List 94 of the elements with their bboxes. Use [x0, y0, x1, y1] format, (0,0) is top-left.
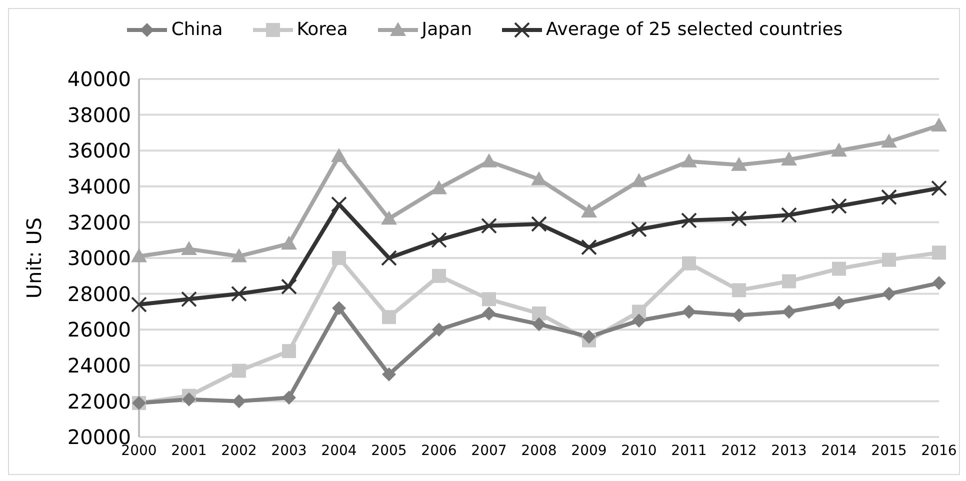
- point: [532, 306, 546, 320]
- point: [382, 310, 396, 324]
- point: [881, 189, 897, 206]
- point: [182, 392, 196, 406]
- point: [331, 196, 347, 212]
- point: [181, 241, 197, 256]
- x-tick-label: 2013: [771, 442, 807, 459]
- point: [582, 330, 596, 344]
- point: [431, 232, 447, 248]
- point: [381, 210, 397, 225]
- x-tick-label: 2009: [571, 442, 607, 459]
- x-tick-label: 2012: [721, 442, 757, 459]
- point: [381, 250, 397, 266]
- point: [281, 278, 297, 295]
- point: [131, 296, 147, 313]
- x-tick-label: 2015: [871, 442, 907, 459]
- point: [931, 118, 947, 132]
- y-axis-title: Unit: US: [22, 217, 46, 299]
- y-tick-label: 36000: [67, 138, 131, 163]
- point: [931, 180, 947, 196]
- y-tick-label: 30000: [67, 246, 131, 270]
- point: [332, 251, 346, 265]
- point: [631, 221, 647, 238]
- point: [681, 153, 697, 168]
- y-tick-label: 28000: [67, 282, 131, 306]
- point: [282, 390, 296, 405]
- legend-label: Korea: [296, 19, 348, 40]
- x-tick-label: 2002: [221, 442, 257, 459]
- point: [282, 344, 296, 358]
- x-tick-label: 2016: [921, 442, 957, 459]
- point: [732, 308, 746, 322]
- point: [682, 304, 696, 319]
- point: [531, 216, 547, 232]
- point: [681, 212, 697, 228]
- point: [131, 248, 147, 262]
- point: [532, 317, 546, 332]
- point: [882, 252, 896, 267]
- point: [831, 198, 847, 214]
- x-tick-label: 2008: [521, 442, 557, 459]
- point: [732, 283, 746, 298]
- point: [831, 142, 847, 157]
- point: [332, 301, 346, 316]
- point: [431, 180, 447, 194]
- legend-label: Average of 25 selected countries: [546, 19, 843, 40]
- y-tick-label: 26000: [67, 318, 131, 342]
- y-tick-label: 24000: [67, 354, 131, 378]
- x-tick-label: 2011: [671, 442, 707, 459]
- point: [731, 156, 747, 171]
- x-tick-label: 2003: [271, 442, 307, 459]
- point: [181, 291, 197, 308]
- point: [832, 296, 846, 310]
- x-tick-label: 2014: [821, 442, 857, 459]
- point: [631, 173, 647, 188]
- point: [432, 322, 446, 337]
- y-tick-label: 22000: [67, 389, 131, 414]
- point: [581, 239, 597, 256]
- point: [932, 246, 946, 260]
- point: [382, 367, 396, 382]
- x-tick-label: 2005: [371, 442, 407, 459]
- legend-label: China: [171, 19, 223, 40]
- point: [331, 148, 347, 162]
- point: [781, 207, 797, 224]
- point: [882, 286, 896, 301]
- point: [581, 203, 597, 218]
- y-tick-label: 32000: [67, 210, 131, 234]
- point: [632, 314, 646, 328]
- point: [531, 171, 547, 186]
- point: [481, 218, 497, 234]
- point: [731, 210, 747, 227]
- x-tick-label: 2006: [421, 442, 457, 459]
- point: [781, 152, 797, 166]
- point: [782, 274, 796, 288]
- y-tick-label: 34000: [67, 174, 131, 198]
- x-tick-label: 2004: [321, 442, 357, 459]
- legend-label: Japan: [422, 19, 472, 40]
- point: [231, 248, 247, 262]
- point: [281, 236, 297, 250]
- point: [832, 262, 846, 276]
- point: [432, 268, 446, 283]
- point: [232, 394, 246, 408]
- point: [231, 286, 247, 302]
- x-tick-label: 2001: [171, 442, 207, 459]
- point: [482, 306, 496, 320]
- x-tick-label: 2007: [471, 442, 507, 459]
- point: [782, 304, 796, 319]
- x-tick-label: 2010: [621, 442, 657, 459]
- point: [682, 256, 696, 270]
- point: [232, 364, 246, 378]
- y-tick-label: 40000: [67, 67, 131, 92]
- point: [881, 134, 897, 148]
- point: [932, 276, 946, 290]
- point: [482, 292, 496, 306]
- y-tick-label: 38000: [67, 102, 131, 127]
- point: [481, 153, 497, 168]
